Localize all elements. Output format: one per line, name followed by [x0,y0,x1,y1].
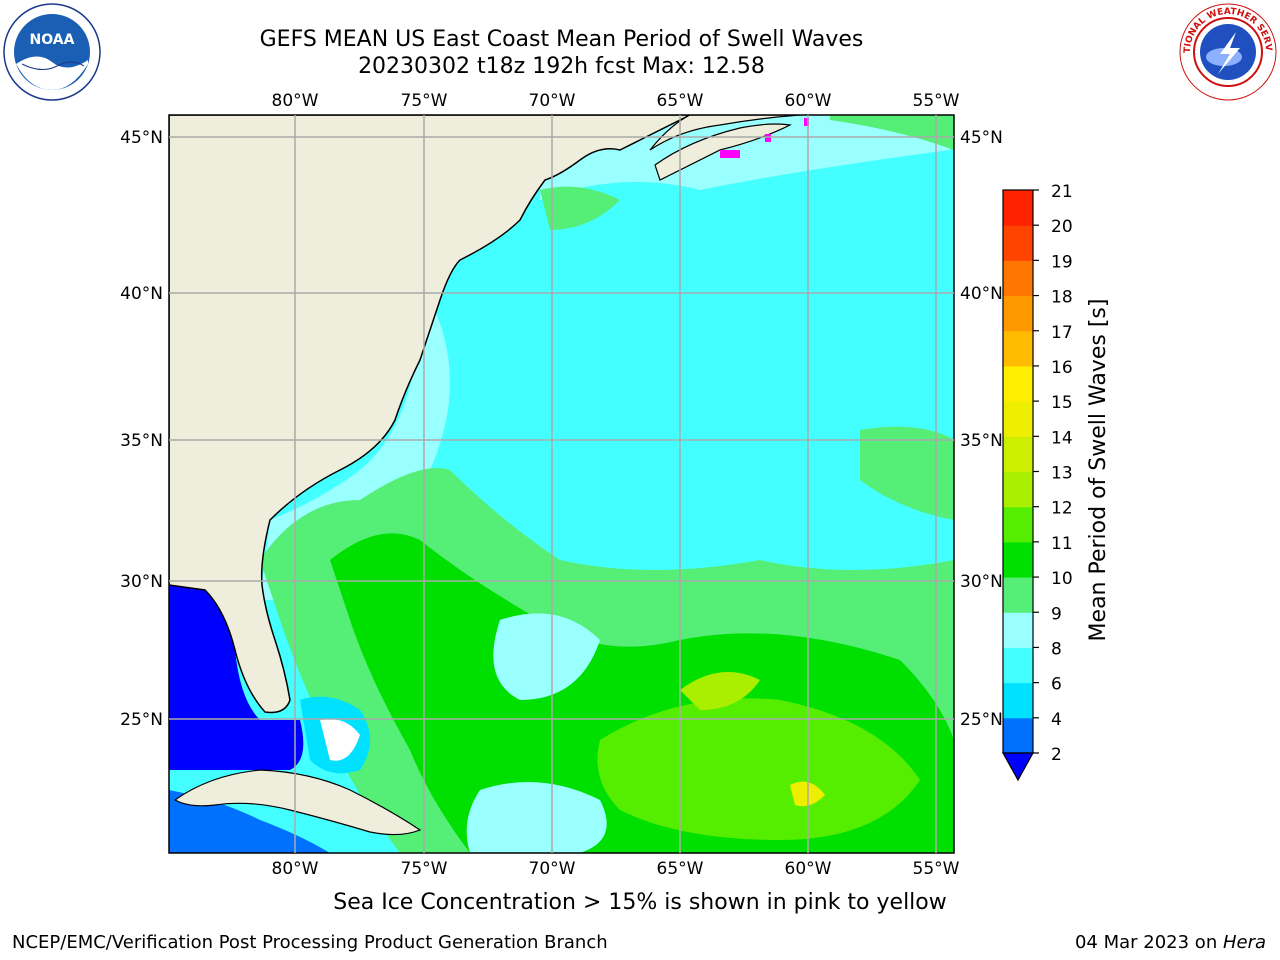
colorbar-tick-label: 11 [1051,534,1073,554]
colorbar-segment [1003,577,1033,613]
lon-tick-label: 80°W [272,91,319,111]
colorbar-tick-label: 2 [1051,745,1062,765]
us-east-coast-land [169,115,691,714]
lon-ticks-top: 80°W 75°W 70°W 65°W 60°W 55°W [272,91,960,111]
colorbar-tick-label: 4 [1051,710,1062,730]
lat-tick-label: 25°N [960,710,1003,730]
colorbar-tick-label: 19 [1051,252,1073,272]
cuba-land [173,769,422,836]
footer-host: Hera [1222,932,1266,953]
colorbar-segment [1003,225,1033,261]
colorbar-segment [1003,541,1033,578]
sea-ice-note-text: Sea Ice Concentration > 15% is shown in … [333,890,947,915]
colorbar-tick-label: 16 [1051,358,1073,378]
colorbar-segment [1003,401,1033,437]
colorbar-tick-label: 18 [1051,288,1073,308]
lon-tick-label: 70°W [529,859,576,879]
footer-date: 04 Mar 2023 on Hera [1075,932,1266,953]
lat-tick-label: 35°N [960,431,1003,451]
lon-tick-label: 65°W [657,91,704,111]
maritimes-land [654,123,792,181]
colorbar-segment [1003,612,1033,648]
colorbar-tick-label: 20 [1051,217,1073,237]
lat-tick-label: 30°N [960,572,1003,592]
footer-branch: NCEP/EMC/Verification Post Processing Pr… [12,932,608,953]
lat-tick-label: 45°N [120,128,163,148]
colorbar-segment [1003,682,1033,719]
colorbar-segment [1003,295,1033,332]
sea-ice-patch [720,150,740,158]
sea-ice-note: Sea Ice Concentration > 15% is shown in … [0,890,1280,915]
lon-ticks-bottom: 80°W 75°W 70°W 65°W 60°W 55°W [272,859,960,879]
colorbar-segment [1003,506,1033,543]
swell-9-10s-ne [830,115,954,150]
colorbar-segment [1003,260,1033,297]
sea-ice-patch-2 [765,134,771,142]
lon-tick-label: 65°W [657,859,704,879]
colorbar-label: Mean Period of Swell Waves [s] [1086,299,1111,642]
colorbar-segment [1003,647,1033,684]
colorbar-extend-arrow [1001,752,1035,782]
colorbar-tick-label: 12 [1051,499,1073,519]
nws-logo: NATIONAL WEATHER SERVICE [1178,2,1277,101]
footer-date-text: 04 Mar 2023 on [1074,932,1223,953]
gulf-low-swell [169,580,304,770]
lon-tick-label: 75°W [401,859,448,879]
graticule [169,115,954,853]
lon-tick-label: 70°W [529,91,576,111]
swell-8-9s-south [493,613,600,700]
colorbar-tick-label: 13 [1051,464,1073,484]
noaa-logo: NOAA [3,3,101,101]
lon-tick-label: 60°W [785,91,832,111]
colorbar-segment [1003,471,1033,508]
colorbar-tick-label: 10 [1051,569,1073,589]
colorbar-tick-label: 21 [1051,182,1073,202]
map-title: GEFS MEAN US East Coast Mean Period of S… [259,27,864,52]
colorbar-segment [1003,330,1033,367]
sea-ice-patch-3 [804,118,809,126]
bahamas-shallow [320,719,360,761]
colorbar-tick-label: 15 [1051,393,1073,413]
lat-tick-label: 40°N [960,284,1003,304]
map-subtitle: 20230302 t18z 192h fcst Max: 12.58 [358,54,765,79]
lat-tick-label: 25°N [120,710,163,730]
lon-tick-label: 60°W [785,859,832,879]
noaa-logo-text: NOAA [30,32,75,48]
colorbar-tick-label: 9 [1051,604,1062,624]
lon-tick-label: 55°W [913,91,960,111]
lat-tick-label: 45°N [960,128,1003,148]
lon-tick-label: 80°W [272,859,319,879]
colorbar-tick-label: 14 [1051,428,1073,448]
colorbar-tick-label: 6 [1051,675,1062,695]
lon-tick-label: 75°W [401,91,448,111]
swell-8-9s-sw [466,782,607,853]
lat-ticks-left: 45°N 40°N 35°N 30°N 25°N [120,128,163,730]
swell-12-13s-patch [680,672,760,710]
colorbar-tick-label: 17 [1051,323,1073,343]
map-plot-area [169,115,954,853]
lon-tick-label: 55°W [913,859,960,879]
lat-ticks-right: 45°N 40°N 35°N 30°N 25°N [960,128,1003,730]
colorbar-segment [1003,365,1033,402]
map-frame [168,114,955,854]
colorbar-tick-label: 8 [1051,639,1062,659]
colorbar-segment [1003,717,1033,754]
swell-11-12s-patch [597,698,920,840]
lat-tick-label: 40°N [120,284,163,304]
colorbar: 2 4 6 8 9 10 11 12 13 14 15 16 17 18 19 20 21 [1001,182,1073,782]
nova-scotia-land [649,115,801,151]
swell-9-10s-east [860,426,954,520]
swell-9-10s-patch [540,186,620,230]
colorbar-segment [1003,436,1033,472]
colorbar-segment [1003,190,1033,226]
lat-tick-label: 30°N [120,572,163,592]
lat-tick-label: 35°N [120,431,163,451]
